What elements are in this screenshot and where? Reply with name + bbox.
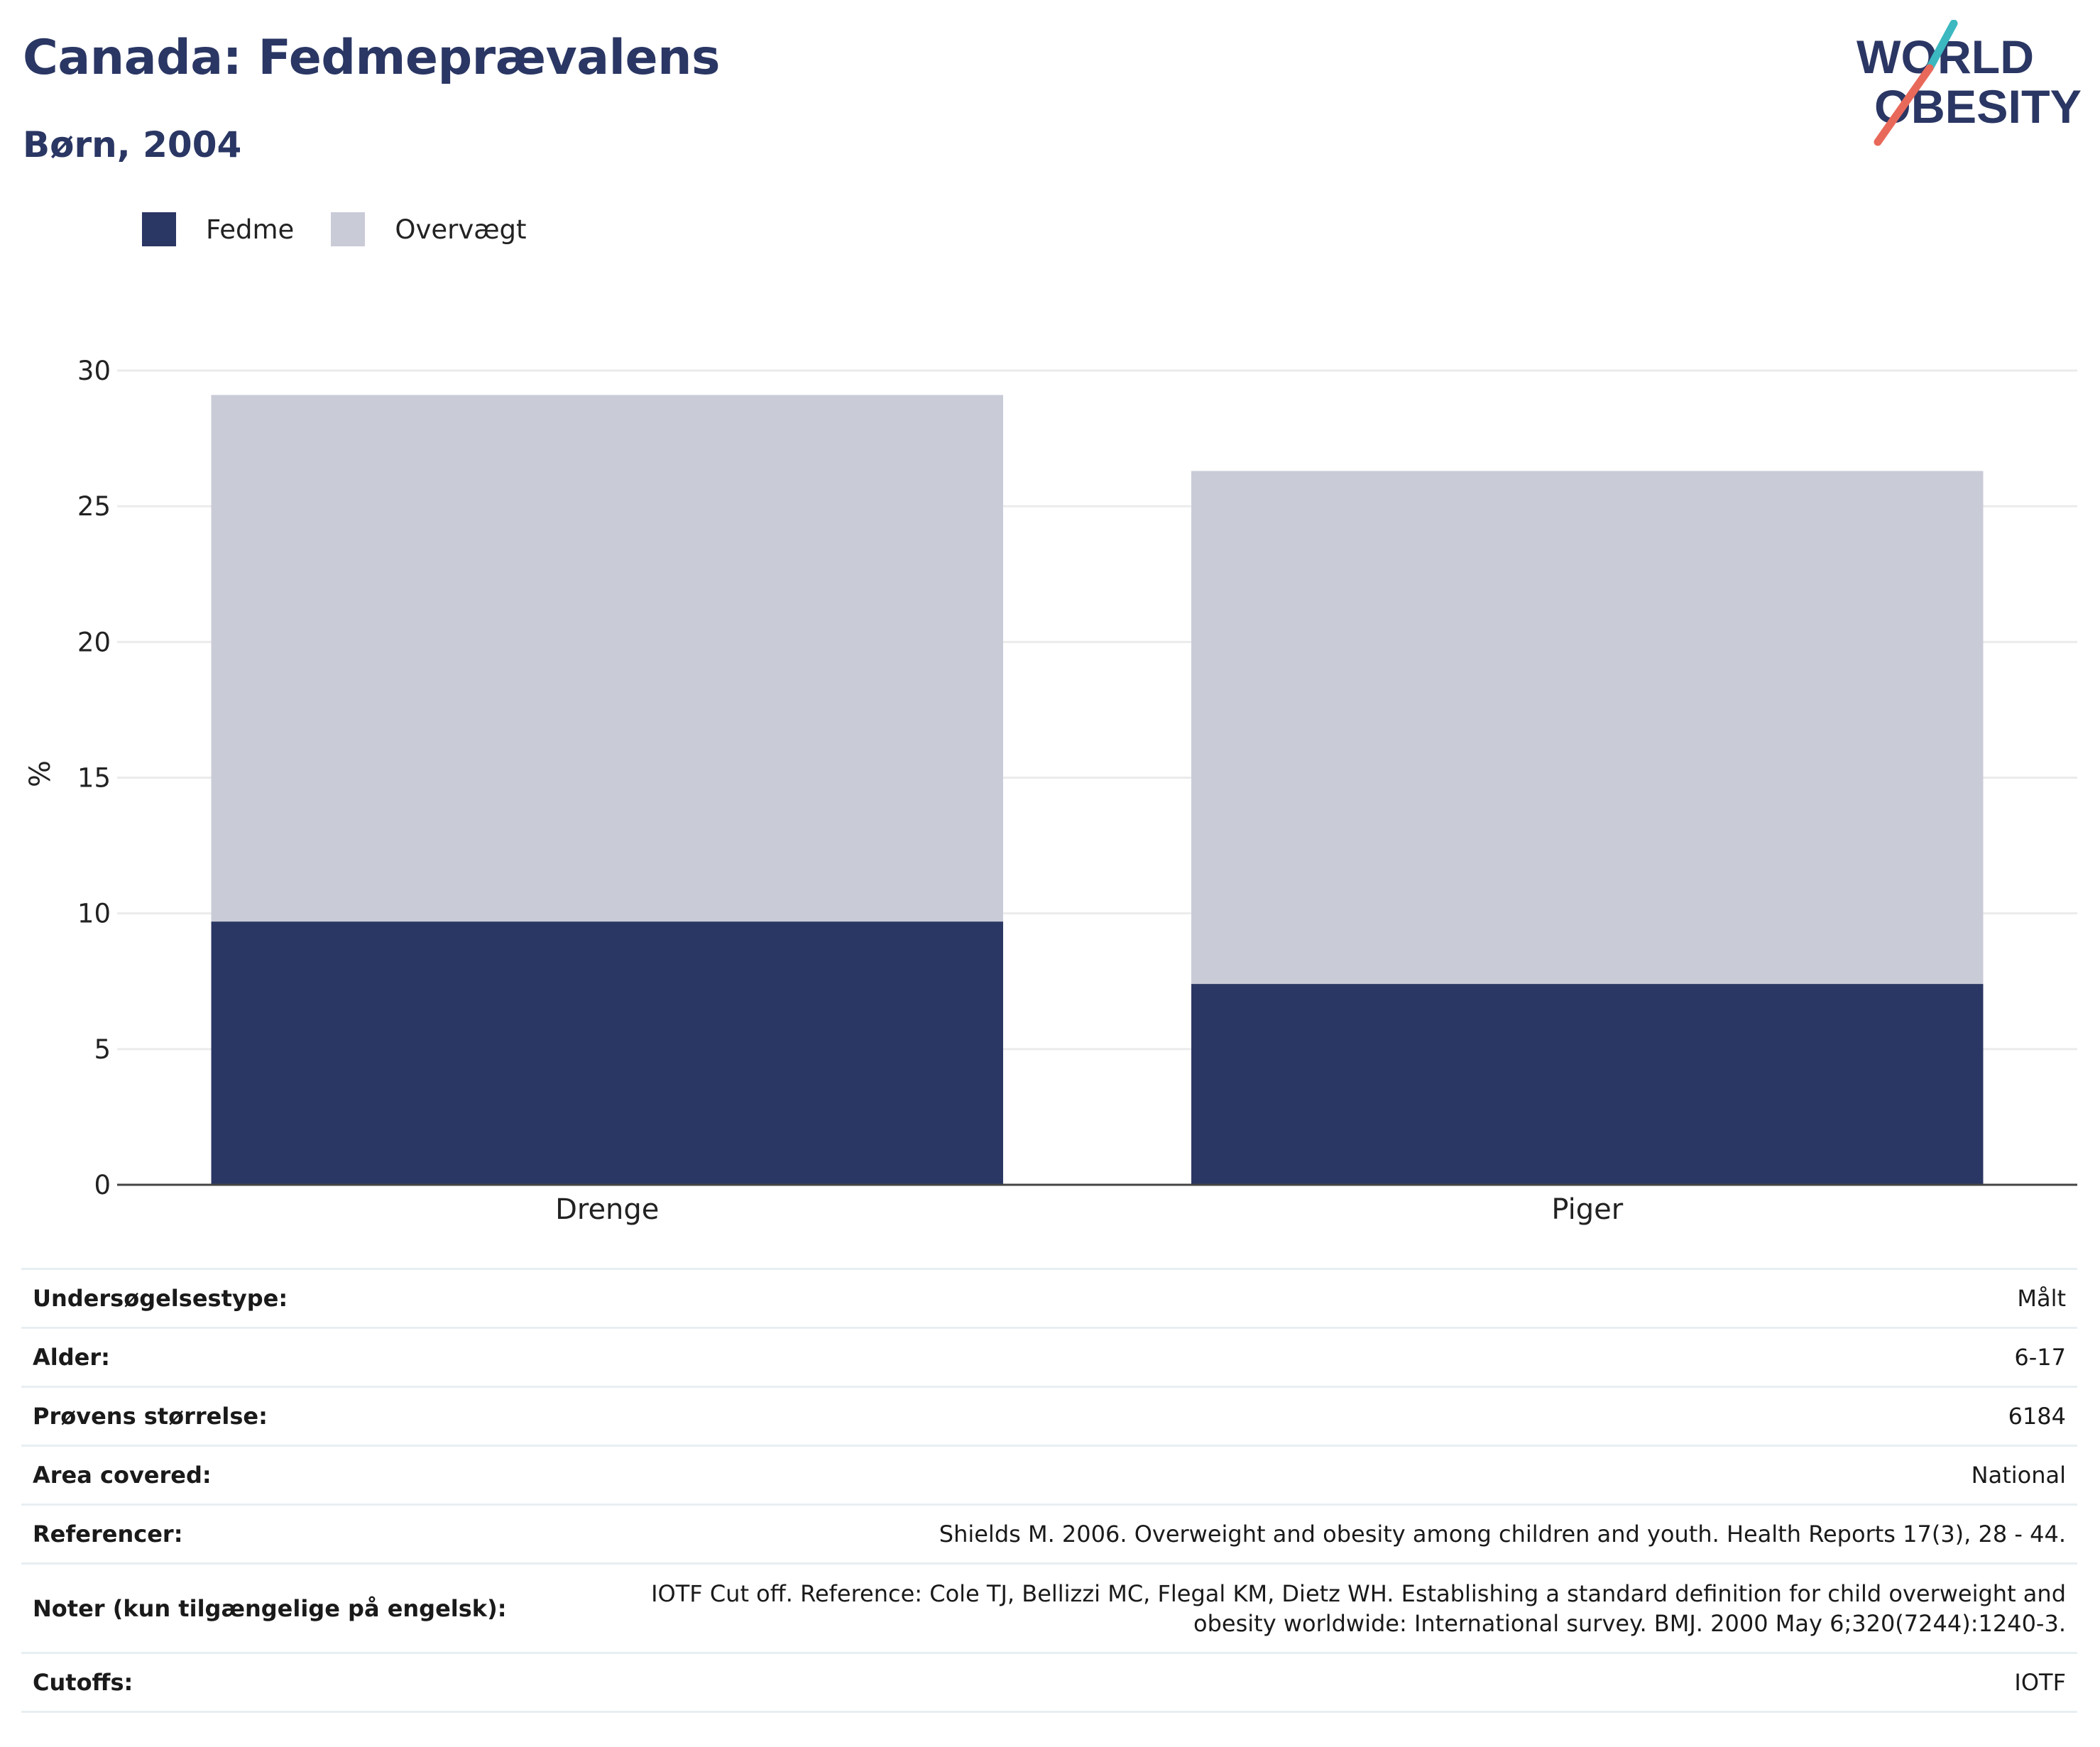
page-title: Canada: Fedmeprævalens bbox=[23, 30, 720, 86]
bar-drenge-fedme bbox=[211, 921, 1003, 1185]
details-row: Prøvens størrelse: 6184 bbox=[21, 1386, 2077, 1446]
details-label: Referencer: bbox=[33, 1521, 183, 1548]
y-tick-label: 25 bbox=[77, 491, 111, 522]
details-label: Alder: bbox=[33, 1344, 110, 1371]
details-value: Shields M. 2006. Overweight and obesity … bbox=[939, 1521, 2066, 1548]
details-label: Area covered: bbox=[33, 1462, 212, 1489]
bar-piger-overvaegt bbox=[1191, 471, 1984, 985]
legend-item-fedme[interactable]: Fedme bbox=[142, 212, 294, 246]
world-obesity-logo: WORLD OBESITY bbox=[1856, 20, 2082, 146]
details-value: IOTF bbox=[2014, 1669, 2066, 1696]
bar-drenge-overvaegt bbox=[211, 395, 1003, 922]
details-label: Noter (kun tilgængelige på engelsk): bbox=[33, 1594, 507, 1622]
details-row: Referencer: Shields M. 2006. Overweight a… bbox=[21, 1504, 2077, 1564]
details-row: Undersøgelsestype: Målt bbox=[21, 1269, 2077, 1328]
y-tick-label: 10 bbox=[77, 899, 111, 929]
legend-label-fedme: Fedme bbox=[206, 214, 295, 245]
logo-slash-top bbox=[1925, 20, 1958, 72]
x-tick-label: Piger bbox=[1551, 1193, 1623, 1226]
y-axis-label: % bbox=[24, 760, 57, 787]
page-subtitle: Børn, 2004 bbox=[23, 124, 242, 165]
legend-swatch-fedme bbox=[142, 212, 176, 246]
y-tick-label: 15 bbox=[77, 763, 111, 794]
survey-details-table: Undersøgelsestype: Målt Alder: 6-17 Prøvens … bbox=[21, 1268, 2077, 1713]
details-value: IOTF Cut off. Reference: Cole TJ, Belliz… bbox=[651, 1579, 2066, 1637]
y-tick-label: 0 bbox=[94, 1170, 111, 1200]
details-row: Noter (kun tilgængelige på engelsk): IOTF… bbox=[21, 1563, 2077, 1653]
details-value: National bbox=[1971, 1462, 2066, 1489]
legend-item-overvaegt[interactable]: Overvægt bbox=[331, 212, 527, 246]
details-row: Area covered: National bbox=[21, 1445, 2077, 1505]
legend-swatch-overvaegt bbox=[331, 212, 366, 246]
stacked-bar-chart: 0 5 10 15 20 25 30 Drenge Piger% bbox=[24, 356, 2077, 1226]
y-tick-label: 30 bbox=[77, 356, 111, 386]
legend-label-overvaegt: Overvægt bbox=[395, 214, 527, 245]
details-label: Prøvens størrelse: bbox=[33, 1403, 268, 1430]
details-value: 6-17 bbox=[2014, 1344, 2066, 1371]
details-label: Cutoffs: bbox=[33, 1669, 133, 1696]
chart-legend: Fedme Overvægt bbox=[142, 212, 564, 247]
bar-piger-fedme bbox=[1191, 984, 1984, 1185]
details-row: Alder: 6-17 bbox=[21, 1327, 2077, 1387]
logo-slash-bottom bbox=[1874, 64, 1934, 146]
y-tick-label: 5 bbox=[94, 1034, 111, 1065]
logo-line2: OBESITY bbox=[1874, 80, 2082, 133]
x-tick-label: Drenge bbox=[555, 1193, 659, 1226]
details-value: Målt bbox=[2017, 1285, 2066, 1312]
details-row: Cutoffs: IOTF bbox=[21, 1653, 2077, 1712]
details-value: 6184 bbox=[2008, 1403, 2066, 1430]
details-label: Undersøgelsestype: bbox=[33, 1285, 288, 1312]
y-tick-label: 20 bbox=[77, 627, 111, 657]
